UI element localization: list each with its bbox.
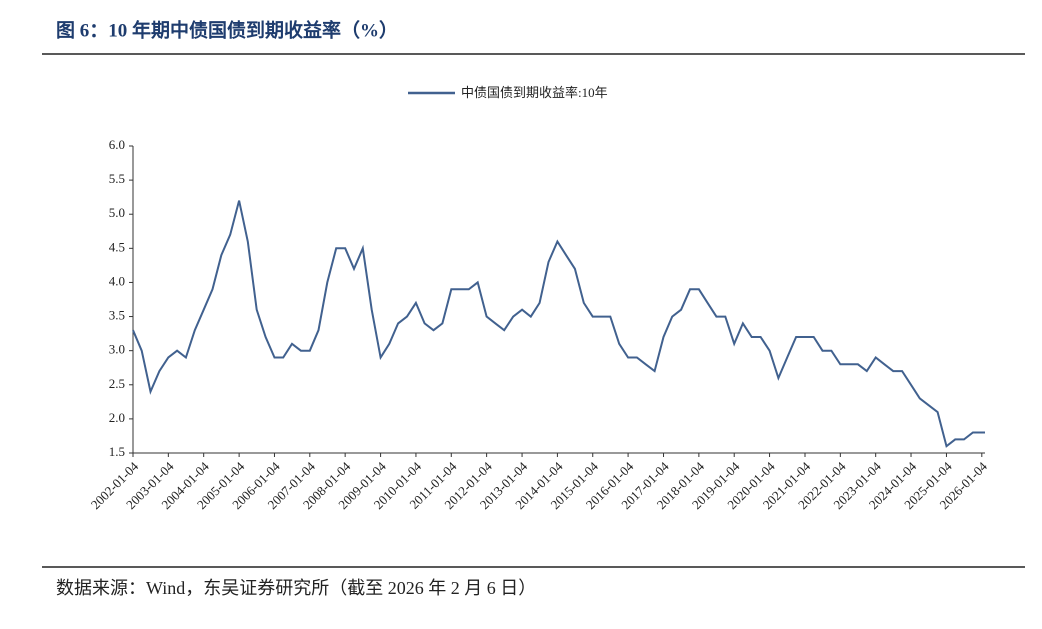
- y-tick-label: 6.0: [109, 137, 125, 152]
- y-tick-label: 1.5: [109, 444, 125, 459]
- y-tick-label: 2.0: [109, 410, 125, 425]
- y-tick-label: 3.0: [109, 342, 125, 357]
- y-tick-label: 4.0: [109, 273, 125, 288]
- y-tick-label: 2.5: [109, 376, 125, 391]
- y-tick-label: 5.5: [109, 171, 125, 186]
- y-tick-label: 4.5: [109, 239, 125, 254]
- y-tick-label: 3.5: [109, 308, 125, 323]
- series-line: [132, 200, 985, 448]
- source-note: 数据来源：Wind，东吴证券研究所（截至 2026 年 2 月 6 日）: [56, 578, 536, 598]
- chart-title: 图 6：10 年期中债国债到期收益率（%）: [56, 18, 398, 41]
- y-tick-label: 5.0: [109, 205, 125, 220]
- legend-label: 中债国债到期收益率:10年: [461, 85, 608, 100]
